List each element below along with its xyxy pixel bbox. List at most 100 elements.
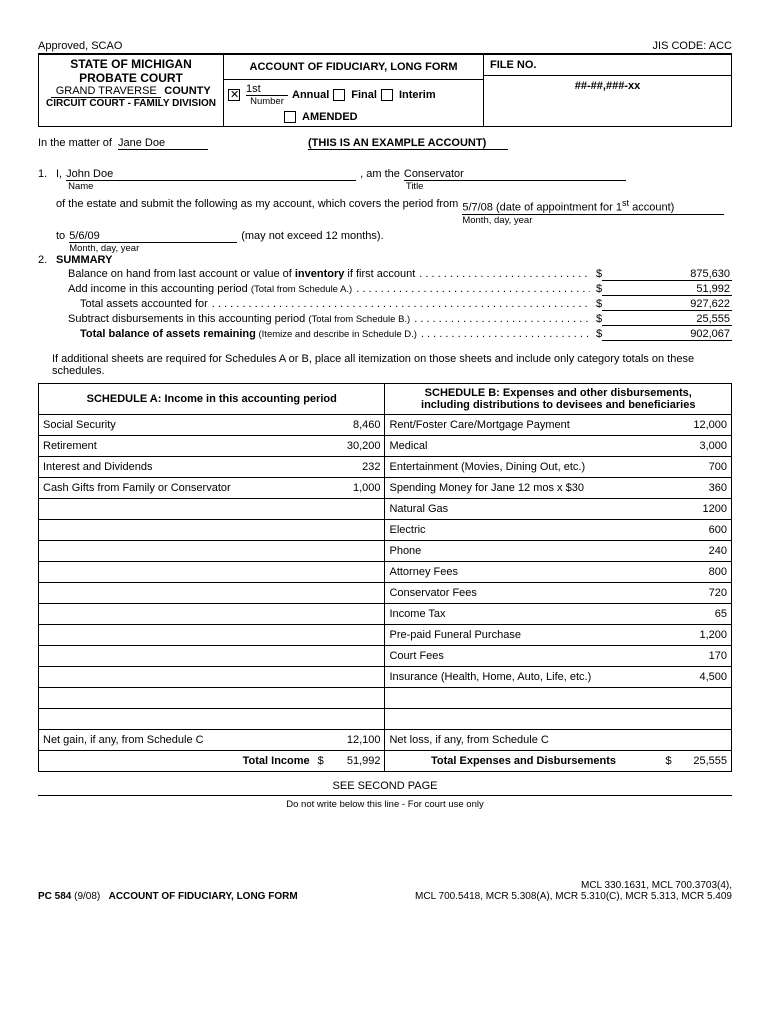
- sched-b-header: SCHEDULE B: Expenses and other disbursem…: [385, 383, 732, 414]
- to-date: 5/6/09: [69, 230, 237, 243]
- dollar-sign: $: [590, 298, 602, 311]
- summary-line-desc: Balance on hand from last account or val…: [68, 268, 590, 281]
- final-checkbox[interactable]: [333, 89, 345, 101]
- table-cell: Medical: [385, 435, 662, 456]
- jis-code: JIS CODE: ACC: [653, 40, 732, 52]
- table-cell: Pre-paid Funeral Purchase: [385, 624, 662, 645]
- matter-name: Jane Doe: [118, 137, 208, 150]
- table-cell: [314, 624, 385, 645]
- summary-amount: 875,630: [602, 268, 732, 281]
- summary-num: 2.: [38, 254, 52, 266]
- may-not: (may not exceed 12 months).: [241, 230, 383, 254]
- see-second-page: SEE SECOND PAGE: [38, 780, 732, 792]
- to-label: to: [56, 230, 65, 254]
- table-cell: [662, 708, 732, 729]
- table-cell: 232: [314, 456, 385, 477]
- table-cell: [314, 666, 385, 687]
- table-cell: [314, 708, 385, 729]
- table-cell: Net loss, if any, from Schedule C: [385, 729, 662, 750]
- table-row: Conservator Fees720: [39, 582, 732, 603]
- summary-amount: 927,622: [602, 298, 732, 311]
- table-cell: Attorney Fees: [385, 561, 662, 582]
- final-label: Final: [351, 89, 377, 101]
- summary-line-desc: Total assets accounted for: [80, 298, 590, 311]
- table-cell: [39, 498, 314, 519]
- table-cell: Natural Gas: [385, 498, 662, 519]
- table-cell: 3,000: [662, 435, 732, 456]
- table-cell: [39, 708, 314, 729]
- table-cell: [39, 687, 314, 708]
- table-row: Interest and Dividends232Entertainment (…: [39, 456, 732, 477]
- number-checkbox[interactable]: [228, 89, 240, 101]
- table-cell: [314, 687, 385, 708]
- table-cell: [39, 666, 314, 687]
- amended-label: AMENDED: [302, 111, 358, 123]
- table-cell: Phone: [385, 540, 662, 561]
- name-sublabel: Name: [66, 181, 356, 192]
- from-date: 5/7/08 (date of appointment for 1: [462, 202, 622, 214]
- stmt-i: I,: [56, 168, 62, 192]
- fileno-label: FILE NO.: [484, 55, 731, 76]
- table-cell: Interest and Dividends: [39, 456, 314, 477]
- title-sublabel: Title: [404, 181, 626, 192]
- table-cell: Cash Gifts from Family or Conservator: [39, 477, 314, 498]
- total-exp-label: Total Expenses and Disbursements: [385, 750, 662, 771]
- interim-checkbox[interactable]: [381, 89, 393, 101]
- summary-amount: 25,555: [602, 313, 732, 326]
- summary-section: 2. SUMMARY Balance on hand from last acc…: [38, 254, 732, 377]
- annual-label: Annual: [292, 89, 329, 101]
- table-cell: 65: [662, 603, 732, 624]
- summary-line-desc: Add income in this accounting period (To…: [68, 283, 590, 296]
- table-cell: [39, 519, 314, 540]
- page-footer: PC 584 (9/08) ACCOUNT OF FIDUCIARY, LONG…: [38, 880, 732, 902]
- table-cell: 4,500: [662, 666, 732, 687]
- summary-title: SUMMARY: [56, 254, 112, 266]
- table-row: Insurance (Health, Home, Auto, Life, etc…: [39, 666, 732, 687]
- fileno-value: ##-##,###-xx: [484, 76, 731, 96]
- table-cell: [39, 603, 314, 624]
- table-row: [39, 708, 732, 729]
- form-code: PC 584: [38, 891, 71, 902]
- from-suffix: account): [629, 202, 674, 214]
- form-title-footer: ACCOUNT OF FIDUCIARY, LONG FORM: [109, 891, 298, 902]
- table-cell: [314, 540, 385, 561]
- table-cell: Insurance (Health, Home, Auto, Life, etc…: [385, 666, 662, 687]
- table-cell: Electric: [385, 519, 662, 540]
- table-cell: [39, 582, 314, 603]
- summary-line-desc: Total balance of assets remaining (Itemi…: [80, 328, 590, 341]
- dollar-sign: $: [590, 268, 602, 281]
- table-cell: 8,460: [314, 414, 385, 435]
- table-cell: [314, 561, 385, 582]
- table-cell: [314, 519, 385, 540]
- table-cell: Rent/Foster Care/Mortgage Payment: [385, 414, 662, 435]
- table-cell: [385, 687, 662, 708]
- table-cell: 1,200: [662, 624, 732, 645]
- dollar-sign: $: [590, 283, 602, 296]
- schedule-table: SCHEDULE A: Income in this accounting pe…: [38, 383, 732, 772]
- footer-right-2: MCL 700.5418, MCR 5.308(A), MCR 5.310(C)…: [415, 891, 732, 902]
- statement-section: 1. I, John Doe Name , am the Conservator…: [38, 168, 732, 254]
- matter-row: In the matter of Jane Doe (THIS IS AN EX…: [38, 137, 732, 150]
- circuit-label: CIRCUIT COURT - FAMILY DIVISION: [43, 98, 219, 109]
- table-cell: 170: [662, 645, 732, 666]
- summary-amount: 51,992: [602, 283, 732, 296]
- table-row: Income Tax65: [39, 603, 732, 624]
- table-cell: [314, 645, 385, 666]
- table-cell: 30,200: [314, 435, 385, 456]
- dollar-sign: $: [590, 328, 602, 341]
- matter-prefix: In the matter of: [38, 137, 112, 150]
- table-cell: 240: [662, 540, 732, 561]
- stmt-num: 1.: [38, 168, 52, 192]
- table-row: Social Security8,460Rent/Foster Care/Mor…: [39, 414, 732, 435]
- table-cell: [385, 708, 662, 729]
- table-row: Retirement30,200Medical3,000: [39, 435, 732, 456]
- mdy1: Month, day, year: [462, 215, 724, 226]
- table-row: Court Fees170: [39, 645, 732, 666]
- total-income-label: Total Income: [39, 750, 314, 771]
- amended-checkbox[interactable]: [284, 111, 296, 123]
- table-cell: 12,100: [314, 729, 385, 750]
- table-cell: [39, 540, 314, 561]
- interim-label: Interim: [399, 89, 436, 101]
- state-label: STATE OF MICHIGAN: [43, 57, 219, 71]
- line2a: of the estate and submit the following a…: [56, 198, 458, 226]
